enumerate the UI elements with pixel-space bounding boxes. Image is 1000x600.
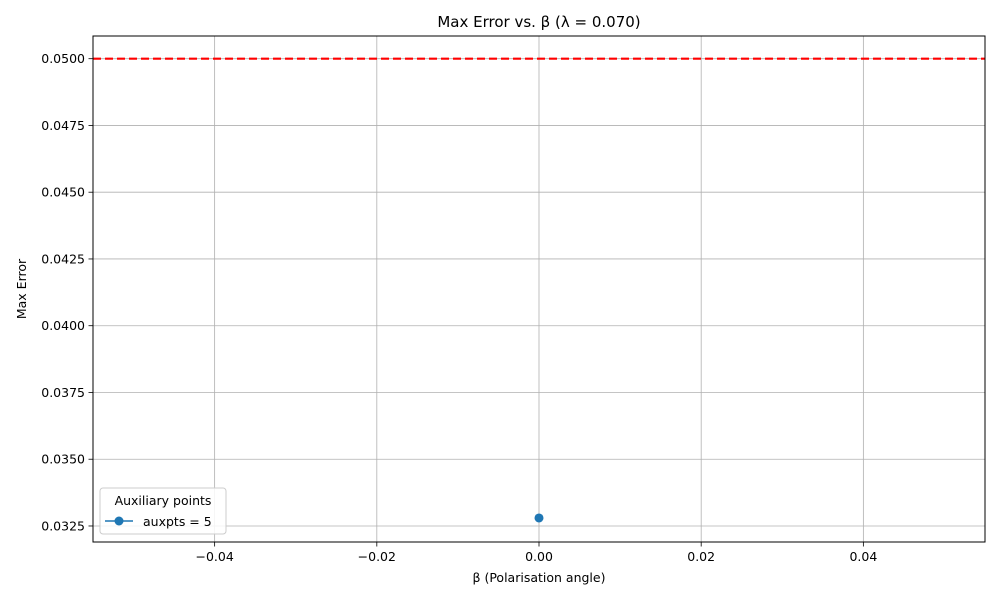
- y-tick-label: 0.0500: [41, 51, 85, 66]
- y-axis-ticks: 0.0325 0.0350 0.0375 0.0400 0.0425 0.0450 0.04…: [41, 51, 93, 533]
- legend-title: Auxiliary points: [115, 493, 212, 508]
- x-tick-label: −0.04: [195, 549, 233, 564]
- x-tick-label: 0.04: [849, 549, 877, 564]
- x-tick-label: −0.02: [358, 549, 396, 564]
- y-tick-label: 0.0475: [41, 118, 85, 133]
- x-tick-label: 0.02: [687, 549, 715, 564]
- grid-lines: [93, 36, 985, 542]
- x-axis-label: β (Polarisation angle): [473, 570, 606, 585]
- y-tick-label: 0.0450: [41, 185, 85, 200]
- y-tick-label: 0.0400: [41, 318, 85, 333]
- x-tick-label: 0.00: [525, 549, 553, 564]
- legend-box: [99, 487, 227, 535]
- y-tick-label: 0.0350: [41, 452, 85, 467]
- y-tick-label: 0.0325: [41, 518, 85, 533]
- y-tick-label: 0.0375: [41, 385, 85, 400]
- y-axis-label: Max Error: [14, 258, 29, 319]
- legend-entry-label: auxpts = 5: [143, 514, 212, 529]
- x-axis-ticks: −0.04 −0.02 0.00 0.02 0.04: [195, 542, 877, 564]
- data-series: [534, 513, 544, 523]
- legend: Auxiliary points auxpts = 5: [99, 487, 227, 535]
- chart-title: Max Error vs. β (λ = 0.070): [437, 13, 640, 31]
- data-point: [534, 513, 544, 523]
- y-tick-label: 0.0425: [41, 251, 85, 266]
- legend-swatch-marker: [114, 516, 124, 526]
